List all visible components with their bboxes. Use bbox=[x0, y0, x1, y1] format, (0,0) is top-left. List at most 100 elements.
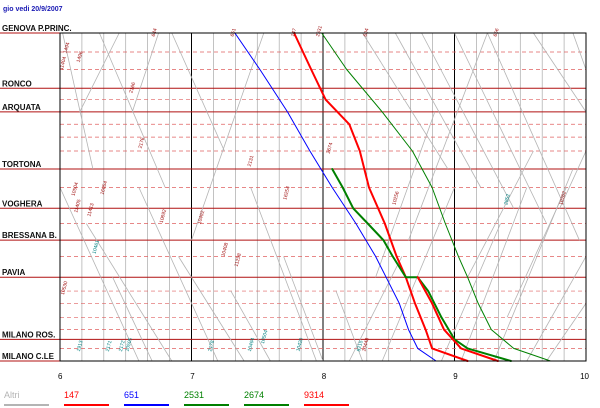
train-path-2674 bbox=[331, 168, 512, 362]
train-number-label: 11404 bbox=[59, 56, 68, 71]
legend-item-t9314: 9314 bbox=[304, 388, 360, 408]
other-train-path bbox=[348, 256, 403, 362]
train-number-label: 2852 bbox=[503, 193, 512, 206]
legend-label: 651 bbox=[124, 390, 140, 400]
train-path-147 bbox=[293, 32, 469, 362]
legend-swatch bbox=[244, 404, 289, 406]
hour-tick-label: 8 bbox=[322, 372, 327, 381]
other-train-path bbox=[506, 187, 567, 318]
other-train-path bbox=[375, 111, 436, 278]
legend-swatch bbox=[64, 404, 109, 406]
train-number-label: 10530 bbox=[60, 280, 69, 295]
other-train-path bbox=[250, 187, 317, 362]
train-number-label: 11258 bbox=[234, 253, 243, 268]
train-number-label: 11405 bbox=[73, 199, 82, 214]
train-number-label: 8215 bbox=[356, 340, 365, 353]
train-number-label: 2171 bbox=[105, 340, 114, 353]
train-graph: gio vedi 20/9/2007 1494 1496 11404 2166 2176… bbox=[0, 6, 590, 381]
train-number-label: 1913 bbox=[76, 340, 85, 353]
train-number-label: 10262 bbox=[558, 191, 567, 206]
train-path-651 bbox=[234, 32, 437, 362]
other-train-path bbox=[362, 32, 449, 170]
train-number-label: 2531 bbox=[315, 25, 324, 38]
other-trains-layer bbox=[59, 32, 587, 362]
minor-stop-lines bbox=[60, 51, 586, 349]
train-number-label: 2131 bbox=[247, 155, 256, 168]
station-label: PAVIA bbox=[2, 268, 25, 277]
train-path-9314 bbox=[416, 276, 499, 362]
train-number-label: 16054 bbox=[100, 180, 109, 195]
train-number-label: 2172 bbox=[118, 340, 127, 353]
station-label: TORTONA bbox=[2, 160, 41, 169]
train-number-label: 10692 bbox=[159, 209, 168, 224]
other-train-path bbox=[460, 187, 528, 362]
station-label: MILANO C.LE bbox=[2, 352, 55, 361]
train-number-label: 2166 bbox=[128, 81, 137, 94]
legend-swatch bbox=[304, 404, 349, 406]
hour-tick-label: 10 bbox=[580, 372, 589, 381]
legend-swatch bbox=[4, 404, 49, 406]
graph-frame bbox=[59, 32, 587, 362]
other-train-path bbox=[191, 32, 265, 241]
other-train-path bbox=[85, 223, 173, 362]
train-number-label: 10408 bbox=[221, 242, 230, 257]
legend-swatch bbox=[124, 404, 169, 406]
legend-label: 2674 bbox=[244, 390, 265, 400]
other-train-path bbox=[99, 32, 166, 188]
train-number-labels: 1494 1496 11404 2166 2176 16054 10504 11405 1069… bbox=[59, 25, 568, 352]
other-train-path bbox=[171, 32, 225, 152]
legend-label: 9314 bbox=[304, 390, 325, 400]
train-number-label: 10504 bbox=[71, 182, 80, 197]
station-labels: GENOVA P.PRINC. RONCO ARQUATA TORTONA VOGHER… bbox=[2, 24, 72, 361]
station-label: VOGHERA bbox=[2, 199, 43, 208]
legend-item-t651: 651 bbox=[124, 388, 180, 408]
other-train-path bbox=[533, 32, 587, 113]
other-train-path bbox=[487, 32, 580, 241]
other-train-path bbox=[112, 277, 153, 362]
other-train-path bbox=[408, 32, 488, 241]
other-train-path bbox=[559, 150, 587, 209]
other-train-path bbox=[421, 32, 515, 209]
other-train-path bbox=[131, 32, 159, 113]
highlighted-trains-layer bbox=[234, 32, 551, 362]
hour-tick-label: 6 bbox=[58, 372, 63, 381]
station-label: GENOVA P.PRINC. bbox=[2, 24, 72, 33]
train-number-label: 10505 bbox=[125, 337, 134, 352]
train-number-label: 10461 bbox=[92, 239, 101, 254]
legend: Altri 147 651 2531 2674 9314 bbox=[0, 388, 600, 408]
train-number-label: 604 bbox=[362, 28, 370, 38]
train-number-label: 10504 bbox=[260, 329, 269, 344]
other-train-path bbox=[79, 32, 120, 113]
other-train-path bbox=[59, 187, 140, 362]
legend-item-t2531: 2531 bbox=[184, 388, 240, 408]
other-train-path bbox=[138, 187, 219, 362]
legend-item-t147: 147 bbox=[64, 388, 120, 408]
train-number-label: 10420 bbox=[295, 337, 304, 352]
other-train-path bbox=[546, 303, 587, 362]
train-number-label: 1496 bbox=[76, 51, 85, 64]
other-train-path bbox=[467, 150, 534, 278]
train-number-label: 2176 bbox=[138, 137, 147, 150]
other-train-path bbox=[454, 32, 547, 224]
other-train-path bbox=[230, 290, 271, 362]
train-path-2531 bbox=[321, 32, 551, 362]
train-number-label: 2178 bbox=[207, 340, 216, 353]
train-number-label: 10494 bbox=[247, 337, 256, 352]
other-train-path bbox=[283, 256, 324, 362]
legend-label: Altri bbox=[4, 390, 20, 400]
legend-label: 147 bbox=[64, 390, 80, 400]
other-train-path bbox=[62, 32, 94, 170]
legend-item-t2674: 2674 bbox=[244, 388, 300, 408]
station-label: ARQUATA bbox=[2, 103, 41, 112]
station-label: RONCO bbox=[2, 79, 32, 88]
train-number-label: 11413 bbox=[86, 202, 95, 217]
train-number-label: 10256 bbox=[391, 191, 400, 206]
train-number-label: 1494 bbox=[63, 42, 72, 55]
date-label: gio vedi 20/9/2007 bbox=[3, 6, 63, 13]
other-train-path bbox=[394, 32, 482, 188]
other-train-path bbox=[178, 256, 245, 362]
hour-axis: 6 7 8 9 10 bbox=[58, 372, 590, 381]
legend-label: 2531 bbox=[184, 390, 205, 400]
train-number-label: 2674 bbox=[326, 142, 335, 155]
train-number-label: 10448 bbox=[361, 337, 370, 352]
